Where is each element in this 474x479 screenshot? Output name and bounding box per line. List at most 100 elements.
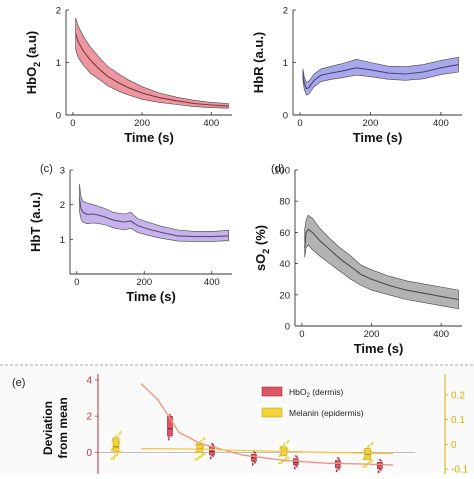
melanin-point (196, 458, 199, 461)
melanin-point (119, 431, 122, 434)
deviation-ytick-label: 4 (86, 376, 92, 387)
hbr-xtick-label: 0 (297, 118, 302, 129)
hbo2-xtick-label: 0 (70, 118, 75, 129)
melanin-point (194, 451, 197, 454)
hbr-band (302, 56, 459, 96)
melanin-point (112, 457, 115, 460)
hbo2-point (167, 436, 170, 439)
panel-deviation: 0 2 4 Deviation from mean 0.2 0.1 0 -0.1 HbO2 (de… (0, 364, 474, 476)
melanin-point (116, 452, 119, 455)
hbr-ytick-label: 2 (283, 6, 288, 17)
hbt-mean-line (78, 197, 229, 238)
hbt-ytick-label: 2 (60, 200, 65, 211)
melanin-point (113, 455, 116, 459)
hbr-xtick-label: 200 (363, 118, 379, 129)
hbr-xtick-label: 400 (433, 118, 449, 129)
hbr-xlabel: Time (s) (353, 130, 403, 145)
deviation-ylabel-2: from mean (56, 397, 70, 458)
melanin-point (203, 453, 206, 456)
hbo2-point (378, 458, 381, 461)
hbo2-point (254, 461, 257, 464)
hbo2-point (296, 456, 298, 459)
hbo2-ytick-label: 2 (56, 6, 61, 17)
so2-mean-line (304, 228, 459, 301)
legend-melanin-label: Melanin (epidermis) (289, 408, 364, 418)
so2-xlabel: Time (s) (354, 341, 404, 356)
hbo2-point (211, 442, 213, 445)
panel-label-d: (d) (271, 163, 284, 175)
melanin-point (114, 454, 117, 457)
so2-ylabel: sO2 (%) (253, 225, 271, 271)
hbr-ytick-label: 1 (283, 58, 288, 69)
melanin-point (115, 454, 118, 457)
hbo2-point (169, 413, 171, 416)
hbt-ylabel: HbT (a.u.) (28, 192, 43, 252)
hbr-mean-line (302, 64, 459, 90)
hbt-xlabel: Time (s) (126, 289, 176, 304)
melanin-point (110, 457, 113, 460)
legend-hbo2-label: HbO2 (dermis) (289, 387, 344, 399)
hbo2-point (294, 455, 297, 457)
melanin-point (364, 465, 367, 468)
hbo2-box (167, 415, 173, 437)
hbo2-box (377, 462, 383, 469)
melanin-point (118, 432, 121, 436)
melanin-ytick-label: -0.1 (451, 465, 469, 474)
hbo2-ytick-label: 0 (56, 111, 61, 122)
hbo2-ylabel: HbO2 (a.u) (24, 31, 42, 95)
hbo2-point (251, 462, 254, 465)
so2-ytick-label: 80 (279, 197, 290, 208)
melanin-trend-line (141, 448, 394, 455)
hbo2-xtick-label: 200 (134, 118, 150, 129)
melanin-point (362, 465, 365, 468)
hbt-ytick-label: 3 (60, 166, 65, 177)
hbo2-xtick-label: 400 (203, 118, 219, 129)
so2-xtick-label: 0 (299, 329, 304, 340)
melanin-point (371, 459, 374, 462)
hbo2-point (209, 456, 212, 459)
hbo2-point (212, 455, 215, 458)
hbo2-band (75, 17, 229, 109)
hbo2-point (296, 465, 298, 468)
panel-e-background (0, 365, 474, 474)
hbo2-ytick-label: 1 (56, 58, 61, 69)
legend-hbo2-swatch (261, 386, 283, 397)
hbo2-point (338, 468, 340, 470)
melanin-point (278, 455, 281, 458)
hbo2-point (209, 457, 212, 460)
deviation-ytick-label: 0 (86, 448, 92, 459)
melanin-point (370, 443, 373, 446)
hbt-band (79, 183, 229, 242)
so2-ytick-label: 20 (279, 290, 290, 301)
melanin-point (362, 458, 365, 461)
hbt-ytick-label: 1 (60, 235, 65, 246)
so2-ytick-label: 0 (285, 322, 290, 333)
panel-label-e: (e) (12, 377, 25, 389)
hbo2-point (293, 466, 296, 469)
hbr-ytick-label: 0 (283, 111, 288, 122)
hbo2-point (380, 469, 382, 472)
melanin-point (286, 441, 289, 444)
hbo2-mean-line (75, 33, 229, 107)
panel-hbr: 0 200 400 0 1 2 Time (s) HbR (a.u.) (251, 6, 462, 145)
panel-hbo2: 0 200 400 0 1 2 Time (s) HbO2 (a.u) (24, 6, 232, 145)
so2-ytick-label: 40 (279, 259, 290, 270)
melanin-point (280, 462, 283, 465)
hbr-ylabel: HbR (a.u.) (251, 32, 266, 93)
hbo2-point (338, 458, 340, 460)
hbt-xtick-label: 200 (136, 277, 152, 288)
melanin-point (110, 449, 113, 452)
deviation-ylabel: Deviation (41, 401, 55, 455)
melanin-point (278, 462, 281, 465)
so2-ytick-label: 100 (274, 166, 290, 177)
melanin-ytick-label: 0.2 (451, 390, 465, 401)
so2-xtick-label: 400 (433, 329, 449, 340)
deviation-ytick-label: 2 (86, 412, 92, 423)
hbo2-trend-line (140, 383, 394, 466)
panel-so2: 0 200 400 0 20 40 60 80 100 Time (s) sO2 (%) (253, 166, 462, 356)
melanin-point (366, 446, 369, 449)
so2-ytick-label: 60 (279, 228, 290, 239)
hbo2-point (254, 451, 257, 454)
melanin-ytick-label: 0.1 (451, 415, 465, 426)
